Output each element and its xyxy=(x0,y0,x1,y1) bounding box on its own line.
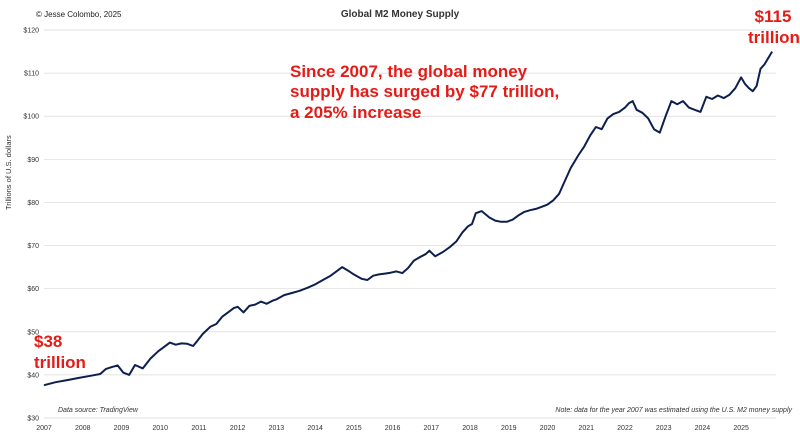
x-tick-label: 2024 xyxy=(695,425,711,432)
footnote: Note: data for the year 2007 was estimat… xyxy=(555,407,792,414)
end-value-annotation: $115 trillion xyxy=(748,6,800,49)
y-tick-label: $60 xyxy=(27,286,39,293)
x-tick-label: 2013 xyxy=(269,425,285,432)
x-tick-label: 2011 xyxy=(191,425,206,432)
y-tick-label: $70 xyxy=(27,243,39,250)
y-axis-ticks: $30 $40 $50 $60 $70 $80 $90 $100 $110 $120 xyxy=(23,28,39,423)
data-source-note: Data source: TradingView xyxy=(58,407,138,414)
y-tick-label: $30 xyxy=(27,416,39,423)
start-value-amount: $38 xyxy=(34,332,63,351)
start-value-unit: trillion xyxy=(34,353,86,373)
x-tick-label: 2012 xyxy=(230,425,246,432)
x-tick-label: 2018 xyxy=(462,425,478,432)
main-annotation: Since 2007, the global money supply has … xyxy=(290,62,560,122)
x-axis-ticks: 2007 2008 2009 2010 2011 2012 2013 2014 2015 2016… xyxy=(36,425,749,432)
x-tick-label: 2022 xyxy=(617,425,633,432)
end-value-unit: trillion xyxy=(748,28,800,48)
x-tick-label: 2023 xyxy=(656,425,672,432)
x-tick-label: 2010 xyxy=(152,425,168,432)
y-tick-label: $40 xyxy=(27,372,39,379)
series-line xyxy=(43,51,773,387)
x-tick-label: 2020 xyxy=(540,425,556,432)
x-tick-label: 2017 xyxy=(424,425,440,432)
x-tick-label: 2019 xyxy=(501,425,517,432)
x-tick-label: 2015 xyxy=(346,425,362,432)
y-tick-label: $50 xyxy=(27,329,39,336)
y-axis-label: Trillions of U.S. dollars xyxy=(4,135,13,210)
y-tick-label: $80 xyxy=(27,200,39,207)
copyright-text: © Jesse Colombo, 2025 xyxy=(36,10,122,19)
start-value-annotation: $38 trillion xyxy=(34,331,94,374)
x-tick-label: 2007 xyxy=(36,425,52,432)
x-tick-label: 2016 xyxy=(385,425,401,432)
x-tick-label: 2014 xyxy=(307,425,323,432)
gridlines xyxy=(44,29,776,419)
y-tick-label: $100 xyxy=(23,114,39,121)
x-tick-label: 2009 xyxy=(114,425,130,432)
x-tick-label: 2008 xyxy=(75,425,91,432)
x-tick-label: 2021 xyxy=(578,425,594,432)
y-tick-label: $110 xyxy=(24,71,39,78)
end-value-amount: $115 xyxy=(754,7,792,26)
x-tick-label: 2025 xyxy=(733,425,749,432)
chart-title: Global M2 Money Supply xyxy=(340,9,460,20)
y-tick-label: $90 xyxy=(27,157,39,164)
y-tick-label: $120 xyxy=(23,28,39,35)
